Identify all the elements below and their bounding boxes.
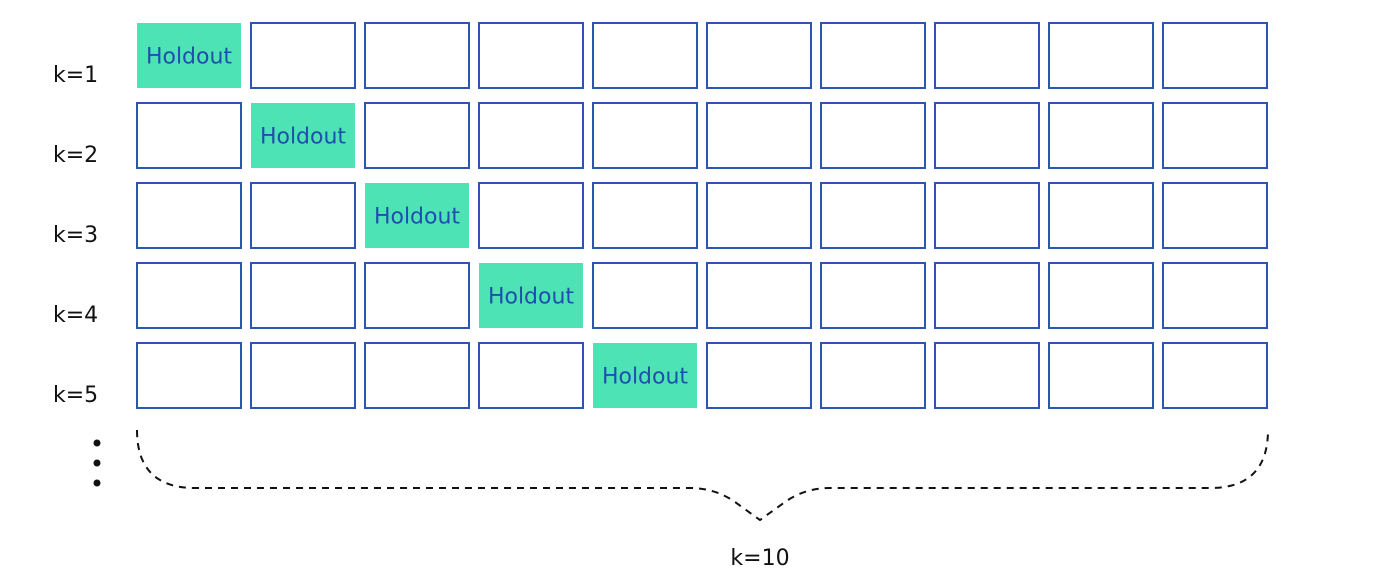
fold-cell	[592, 22, 698, 89]
fold-cell	[250, 182, 356, 249]
fold-cell	[820, 102, 926, 169]
fold-cell	[478, 22, 584, 89]
fold-cell	[1048, 182, 1154, 249]
holdout-cell	[137, 23, 241, 88]
fold-row: k=2 Holdout	[53, 102, 1268, 169]
holdout-label: Holdout	[260, 125, 346, 150]
fold-cell	[136, 262, 242, 329]
fold-cell	[250, 262, 356, 329]
fold-cell	[592, 262, 698, 329]
row-label: k=1	[53, 63, 98, 88]
fold-cell	[706, 182, 812, 249]
fold-cell	[592, 102, 698, 169]
fold-cell	[250, 342, 356, 409]
holdout-cell	[365, 183, 469, 248]
ellipsis-dot	[93, 459, 101, 467]
fold-cell	[820, 22, 926, 89]
row-label: k=3	[53, 223, 98, 248]
fold-cell	[364, 102, 470, 169]
fold-cell	[136, 182, 242, 249]
fold-cell	[1162, 342, 1268, 409]
fold-cell	[820, 182, 926, 249]
holdout-cell	[593, 343, 697, 408]
fold-cell	[934, 342, 1040, 409]
fold-cell	[1048, 342, 1154, 409]
fold-cell	[136, 342, 242, 409]
fold-cell	[820, 262, 926, 329]
fold-cell	[1162, 102, 1268, 169]
fold-cell	[478, 182, 584, 249]
fold-cell	[934, 262, 1040, 329]
fold-cell	[136, 102, 242, 169]
fold-cell	[934, 182, 1040, 249]
holdout-cell	[251, 103, 355, 168]
fold-rows: k=1 Holdout k=2 Holdout k=3 Holdout k=4 Holdout…	[53, 22, 1268, 409]
fold-cell	[1048, 102, 1154, 169]
row-label: k=5	[53, 383, 98, 408]
holdout-label: Holdout	[146, 45, 232, 70]
fold-cell	[820, 342, 926, 409]
fold-cell	[1162, 22, 1268, 89]
row-label: k=4	[53, 303, 98, 328]
ellipsis-dot	[93, 479, 101, 487]
fold-cell	[706, 22, 812, 89]
fold-cell	[592, 182, 698, 249]
fold-row: k=4 Holdout	[53, 262, 1268, 329]
fold-row: k=5 Holdout	[53, 342, 1268, 409]
fold-row: k=3 Holdout	[53, 182, 1268, 249]
fold-cell	[478, 102, 584, 169]
fold-cell	[1048, 262, 1154, 329]
fold-cell	[706, 262, 812, 329]
holdout-label: Holdout	[488, 285, 574, 310]
fold-cell	[706, 102, 812, 169]
continuation-ellipsis	[93, 439, 101, 487]
holdout-label: Holdout	[602, 365, 688, 390]
holdout-label: Holdout	[374, 205, 460, 230]
fold-cell	[934, 22, 1040, 89]
row-label: k=2	[53, 143, 98, 168]
holdout-cell	[479, 263, 583, 328]
fold-cell	[364, 22, 470, 89]
fold-cell	[250, 22, 356, 89]
fold-cell	[706, 342, 812, 409]
fold-cell	[364, 262, 470, 329]
fold-cell	[1162, 262, 1268, 329]
brace-label: k=10	[730, 546, 789, 571]
fold-cell	[1048, 22, 1154, 89]
fold-cell	[1162, 182, 1268, 249]
ellipsis-dot	[93, 439, 101, 447]
fold-cell	[934, 102, 1040, 169]
fold-cell	[364, 342, 470, 409]
fold-cell	[478, 342, 584, 409]
fold-row: k=1 Holdout	[53, 22, 1268, 89]
curly-brace	[136, 429, 1269, 522]
